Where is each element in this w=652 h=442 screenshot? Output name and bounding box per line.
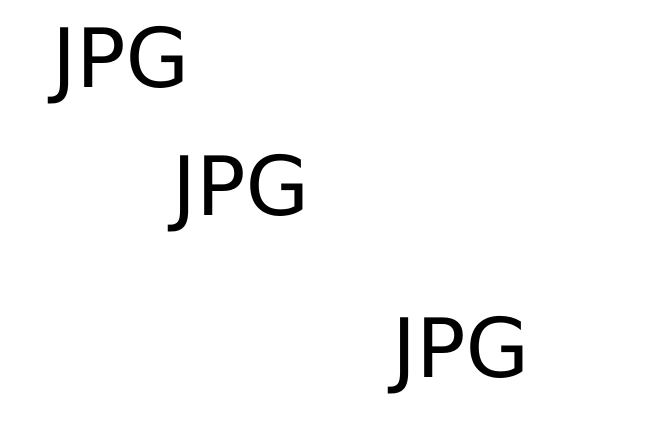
jpg-label-first: JPG: [52, 12, 190, 107]
jpg-label-third: JPG: [392, 302, 530, 397]
jpg-label-second: JPG: [172, 140, 310, 235]
